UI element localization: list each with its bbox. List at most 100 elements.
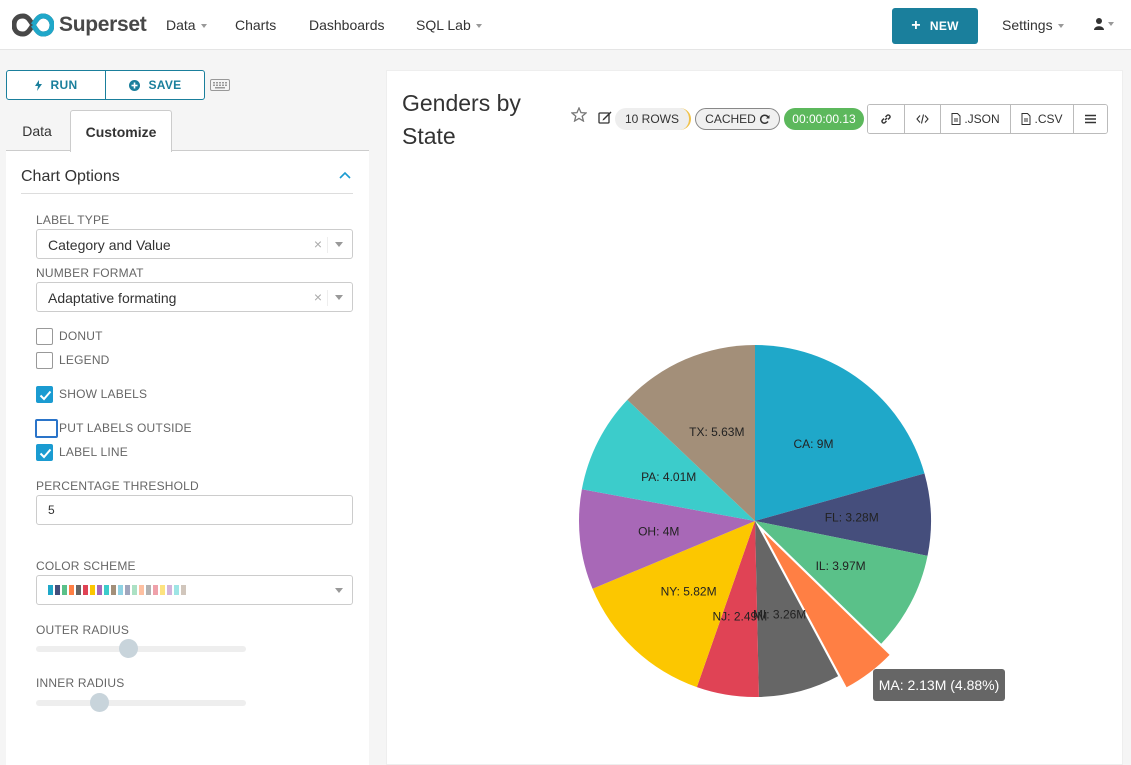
- csv-label: .CSV: [1034, 112, 1063, 126]
- save-button[interactable]: SAVE: [105, 70, 205, 100]
- label-type-select[interactable]: Category and Value ×: [36, 229, 353, 259]
- legend-checkbox[interactable]: [36, 352, 53, 369]
- inner-radius-label: INNER RADIUS: [36, 676, 125, 690]
- label-type-label: LABEL TYPE: [36, 213, 110, 227]
- inner-radius-handle[interactable]: [89, 693, 109, 712]
- color-swatch: [181, 585, 186, 595]
- inner-radius-slider[interactable]: [36, 693, 246, 712]
- nav-item-charts[interactable]: Charts: [235, 17, 276, 33]
- dropdown-arrow-icon[interactable]: [335, 242, 343, 247]
- nav-item-sql-lab[interactable]: SQL Lab: [416, 17, 482, 33]
- plus-circle-icon: [128, 79, 140, 91]
- dropdown-arrow-icon[interactable]: [335, 295, 343, 300]
- color-swatch: [48, 585, 53, 595]
- chart-options-panel: Chart Options LABEL TYPE Category and Va…: [6, 151, 369, 765]
- brand-logo[interactable]: Superset: [12, 11, 147, 39]
- pie-slice-nj[interactable]: [696, 521, 759, 697]
- caret-down-icon: [475, 24, 482, 29]
- color-swatch: [111, 585, 116, 595]
- clear-icon[interactable]: ×: [313, 236, 322, 252]
- color-swatch: [90, 585, 95, 595]
- edit-icon[interactable]: [598, 111, 612, 124]
- more-options-button[interactable]: [1074, 105, 1107, 133]
- superset-logo-icon: [12, 13, 54, 37]
- export-csv-button[interactable]: .CSV: [1011, 105, 1074, 133]
- nav-item-label: Charts: [235, 17, 277, 33]
- check-icon: [39, 390, 52, 401]
- pie-slice-tx[interactable]: [627, 345, 755, 521]
- settings-menu[interactable]: Settings: [1002, 17, 1064, 33]
- pie-slice-ca[interactable]: [755, 345, 925, 521]
- keyboard-icon[interactable]: [210, 79, 230, 91]
- file-icon: [951, 113, 961, 125]
- tab-divider: [6, 150, 369, 151]
- new-button-label: NEW: [929, 19, 959, 33]
- dropdown-arrow-icon[interactable]: [335, 588, 343, 593]
- label-line-checkbox[interactable]: [36, 444, 53, 461]
- settings-label: Settings: [1002, 17, 1053, 33]
- pie-slice-oh[interactable]: [579, 489, 755, 589]
- caret-down-icon: [200, 24, 207, 29]
- show-labels-checkbox[interactable]: [36, 386, 53, 403]
- color-palette-preview: [48, 585, 188, 595]
- labels-outside-checkbox[interactable]: [35, 419, 58, 438]
- run-button-label: RUN: [50, 78, 78, 92]
- color-swatch: [167, 585, 172, 595]
- pie-slice-ny[interactable]: [592, 521, 755, 688]
- chart-title[interactable]: Genders by State: [402, 90, 521, 149]
- user-menu[interactable]: [1094, 17, 1114, 35]
- embed-code-button[interactable]: [905, 105, 941, 133]
- color-swatch: [146, 585, 151, 595]
- top-navbar: Superset Data Charts Dashboards SQL Lab …: [0, 0, 1131, 50]
- rows-badge: 10 ROWS: [615, 108, 691, 130]
- donut-checkbox[interactable]: [36, 328, 53, 345]
- legend-label: LEGEND: [59, 353, 110, 367]
- pie-slice-mi[interactable]: [755, 521, 839, 697]
- star-icon[interactable]: [571, 107, 587, 122]
- color-swatch: [174, 585, 179, 595]
- export-json-button[interactable]: .JSON: [941, 105, 1011, 133]
- number-format-select[interactable]: Adaptative formating ×: [36, 282, 353, 312]
- tab-customize[interactable]: Customize: [70, 110, 172, 152]
- color-swatch: [153, 585, 158, 595]
- pie-slice-il[interactable]: [755, 521, 928, 644]
- pie-label-ny: NY: 5.82M: [661, 584, 717, 598]
- labels-outside-label: PUT LABELS OUTSIDE: [59, 421, 192, 435]
- share-link-button[interactable]: [868, 105, 905, 133]
- chart-panel: Genders by State 10 ROWS CACHED 00:00:00…: [386, 70, 1123, 765]
- code-icon: [916, 114, 929, 124]
- select-separator: [327, 290, 328, 306]
- save-button-label: SAVE: [148, 78, 182, 92]
- run-button[interactable]: RUN: [6, 70, 106, 100]
- chevron-up-icon[interactable]: [339, 171, 351, 179]
- pie-label-pa: PA: 4.01M: [641, 470, 696, 484]
- number-format-label: NUMBER FORMAT: [36, 266, 144, 280]
- color-scheme-label: COLOR SCHEME: [36, 559, 136, 573]
- timer-badge: 00:00:00.13: [784, 108, 864, 130]
- pie-slice-pa[interactable]: [581, 399, 755, 521]
- menu-icon: [1085, 114, 1096, 124]
- pie-slice-ma[interactable]: [763, 532, 890, 688]
- tab-data[interactable]: Data: [22, 123, 52, 139]
- section-divider: [21, 193, 353, 194]
- select-value: Adaptative formating: [48, 290, 177, 306]
- color-swatch: [139, 585, 144, 595]
- plus-icon: +: [911, 17, 921, 34]
- pie-slice-fl[interactable]: [755, 473, 931, 556]
- outer-radius-handle[interactable]: [118, 639, 138, 658]
- nav-item-data[interactable]: Data: [166, 17, 207, 33]
- pie-label-fl: FL: 3.28M: [825, 510, 879, 524]
- label-line-label: LABEL LINE: [59, 445, 128, 459]
- cached-badge[interactable]: CACHED: [695, 108, 780, 130]
- percentage-threshold-input[interactable]: 5: [36, 495, 353, 525]
- check-icon: [39, 448, 52, 459]
- nav-item-dashboards[interactable]: Dashboards: [309, 17, 385, 33]
- clear-icon[interactable]: ×: [313, 289, 322, 305]
- outer-radius-slider[interactable]: [36, 639, 246, 658]
- color-scheme-select[interactable]: [36, 575, 353, 605]
- nav-item-label: Dashboards: [309, 17, 385, 33]
- chart-tooltip: MA: 2.13M (4.88%): [873, 669, 1005, 701]
- cached-label: CACHED: [705, 112, 756, 126]
- pie-label-tx: TX: 5.63M: [689, 425, 744, 439]
- new-button[interactable]: + NEW: [892, 8, 978, 44]
